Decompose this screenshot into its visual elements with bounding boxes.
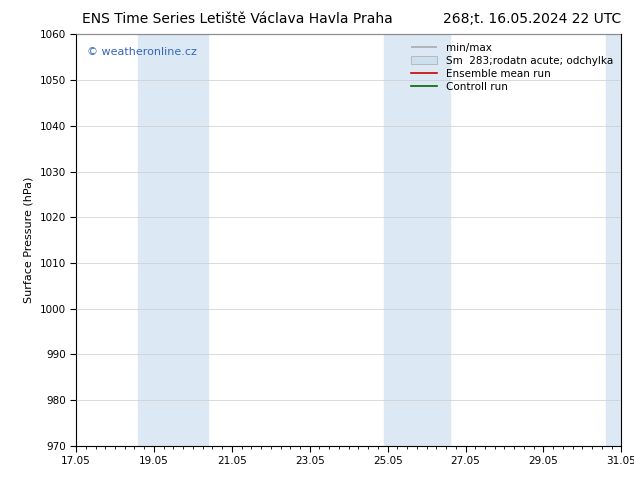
Bar	[605, 34, 621, 446]
Bar	[384, 34, 450, 446]
Legend: min/max, Sm  283;rodatn acute; odchylka, Ensemble mean run, Controll run: min/max, Sm 283;rodatn acute; odchylka, …	[408, 40, 616, 95]
Bar	[138, 34, 209, 446]
Text: 268;t. 16.05.2024 22 UTC: 268;t. 16.05.2024 22 UTC	[443, 12, 621, 26]
Text: © weatheronline.cz: © weatheronline.cz	[87, 47, 197, 57]
Y-axis label: Surface Pressure (hPa): Surface Pressure (hPa)	[24, 177, 34, 303]
Text: ENS Time Series Letiště Václava Havla Praha: ENS Time Series Letiště Václava Havla Pr…	[82, 12, 393, 26]
